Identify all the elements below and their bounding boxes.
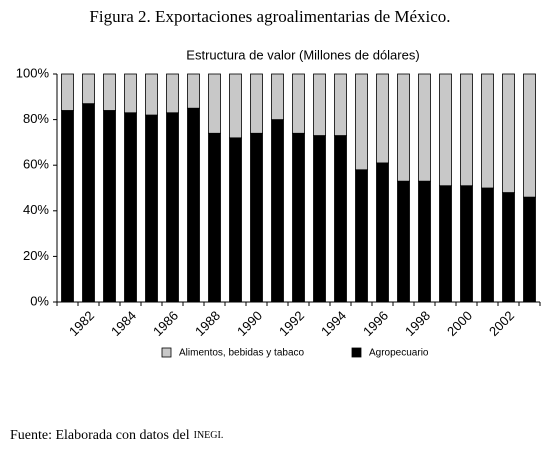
bar-segment	[502, 192, 515, 303]
x-tick-label: 1992	[276, 308, 307, 339]
bar-segment	[523, 73, 536, 198]
bar-segment	[166, 73, 179, 114]
legend-swatch	[161, 347, 172, 358]
source: Fuente: Elaborada con datos del INEGI.	[10, 428, 223, 443]
legend-label: Alimentos, bebidas y tabaco	[179, 348, 305, 359]
bar-segment	[397, 180, 410, 303]
bar-segment	[82, 73, 95, 105]
bar-segment	[208, 73, 221, 134]
bar-segment	[460, 185, 473, 303]
bar-segment	[481, 73, 494, 189]
bar-segment	[82, 103, 95, 303]
bar-segment	[103, 110, 116, 303]
bar-segment	[439, 185, 452, 303]
bar-segment	[460, 73, 473, 187]
bar-segment	[334, 73, 347, 136]
bar-segment	[418, 73, 431, 182]
x-tick-label: 1986	[150, 308, 181, 339]
x-tick-label: 2002	[486, 308, 517, 339]
bar-segment	[271, 119, 284, 303]
y-tick-label: 20%	[23, 248, 49, 263]
bar-segment	[229, 137, 242, 303]
bar-segment	[292, 132, 305, 303]
y-tick-label: 80%	[23, 111, 49, 126]
bar-segment	[187, 73, 200, 109]
bar-segment	[103, 73, 116, 111]
bar-segment	[481, 187, 494, 303]
bar-segment	[397, 73, 410, 182]
y-tick-label: 100%	[16, 65, 50, 80]
bar-segment	[145, 114, 158, 303]
bar-segment	[523, 196, 536, 303]
legend-swatch	[351, 347, 362, 358]
y-tick-label: 40%	[23, 202, 49, 217]
bar-segment	[313, 135, 326, 303]
chart-title: Estructura de valor (Millones de dólares…	[186, 47, 419, 62]
source-text: Fuente: Elaborada con datos del	[10, 428, 190, 443]
x-tick-label: 1998	[402, 308, 433, 339]
bar-segment	[313, 73, 326, 136]
source-org: INEGI.	[194, 430, 224, 441]
bar-segment	[250, 73, 263, 134]
bar-segment	[502, 73, 515, 193]
bar-segment	[376, 73, 389, 164]
y-tick-label: 60%	[23, 157, 49, 172]
bar-segment	[124, 112, 137, 303]
legend-label: Agropecuario	[369, 348, 429, 359]
bar-segment	[418, 180, 431, 303]
x-tick-label: 1982	[66, 308, 97, 339]
bar-segment	[208, 132, 221, 303]
bar-segment	[124, 73, 137, 114]
bar-segment	[292, 73, 305, 134]
bar-segment	[334, 135, 347, 303]
bar-segment	[61, 73, 74, 111]
x-tick-label: 1988	[192, 308, 223, 339]
bar-segment	[355, 73, 368, 171]
bar-segment	[439, 73, 452, 187]
bar-segment	[250, 132, 263, 303]
x-tick-label: 1984	[108, 308, 139, 339]
x-tick-label: 1996	[360, 308, 391, 339]
bar-segment	[355, 169, 368, 303]
bar-segment	[271, 73, 284, 120]
x-tick-label: 1990	[234, 308, 265, 339]
bar-segment	[229, 73, 242, 139]
bar-segment	[187, 107, 200, 303]
bar-segment	[166, 112, 179, 303]
x-tick-label: 2000	[444, 308, 475, 339]
y-tick-label: 0%	[30, 293, 49, 308]
bar-segment	[376, 162, 389, 303]
bar-segment	[61, 110, 74, 303]
figure-title: Figura 2. Exportaciones agroalimentarias…	[89, 7, 450, 26]
x-tick-label: 1994	[318, 308, 349, 339]
bar-segment	[145, 73, 158, 116]
